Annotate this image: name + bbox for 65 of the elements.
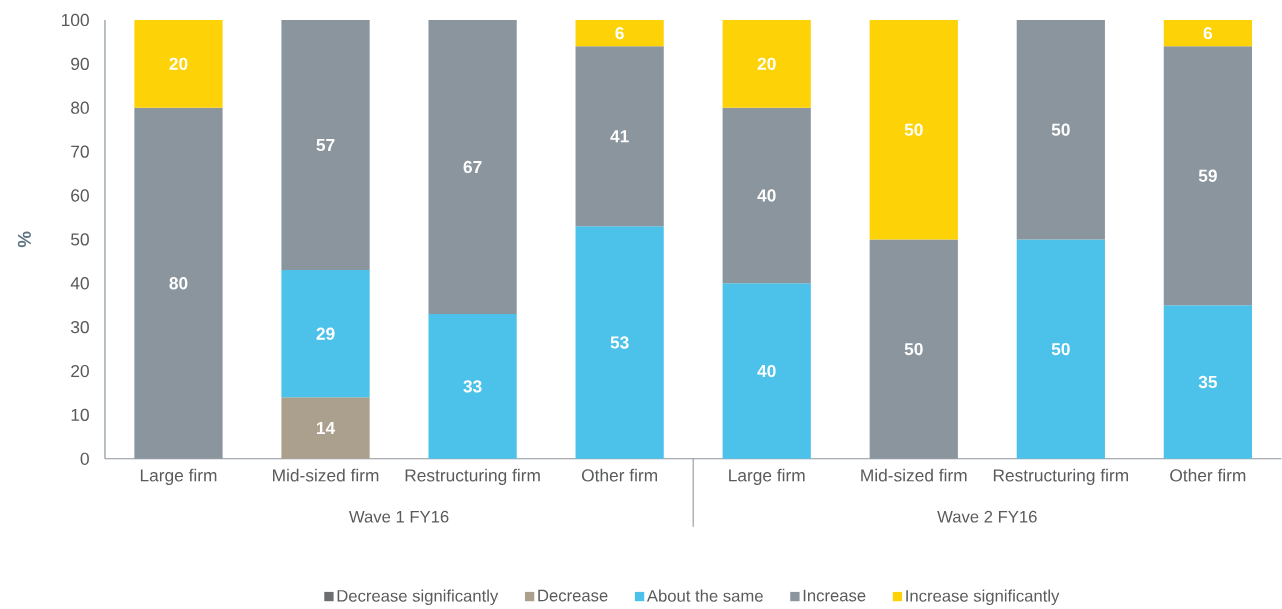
bar [575, 226, 664, 459]
y-tick-label: 30 [70, 321, 89, 334]
data-label: 80 [169, 277, 188, 290]
data-label: 40 [757, 189, 776, 202]
y-tick-label: 70 [71, 145, 89, 158]
bar [1016, 20, 1105, 240]
data-label: 29 [316, 327, 335, 340]
y-tick-label: 60 [71, 189, 89, 202]
bar [575, 20, 664, 47]
text: Wave 1 FY16 [349, 510, 449, 523]
bar [722, 20, 811, 108]
data-label: 41 [610, 130, 629, 143]
data-label: 33 [463, 380, 482, 393]
bar [1163, 305, 1252, 459]
y-tick-label: 0 [80, 452, 89, 465]
bar [1163, 46, 1252, 306]
bar [722, 283, 811, 459]
data-label: 67 [463, 160, 482, 174]
data-label: 59 [1198, 169, 1217, 182]
data-label: 20 [757, 57, 776, 71]
bar [134, 20, 223, 108]
bar [281, 20, 370, 271]
bar [1163, 20, 1252, 47]
y-tick-label: 80 [71, 101, 89, 114]
bar [281, 270, 370, 398]
data-label: 40 [757, 364, 776, 378]
bar [1016, 239, 1105, 459]
bar [281, 397, 370, 459]
y-tick-label: 20 [71, 364, 89, 378]
data-label: 20 [169, 57, 188, 71]
data-label: 53 [610, 336, 629, 349]
legend-label: About the same [646, 589, 763, 602]
data-label: 57 [316, 139, 335, 152]
data-label: 6 [615, 27, 624, 40]
x-tick-label: Restructuring firm [993, 468, 1128, 485]
data-label: 50 [1051, 342, 1070, 356]
y-tick-label: 10 [71, 408, 89, 422]
text: Wave 2 FY16 [937, 510, 1037, 523]
data-label: 50 [904, 342, 923, 356]
legend-label: Decrease [538, 589, 608, 602]
data-label: 6 [1203, 27, 1213, 40]
bar [428, 20, 517, 314]
data-label: 50 [904, 123, 923, 136]
data-label: 14 [316, 422, 336, 435]
legend-label: Increase [803, 589, 866, 602]
bar [575, 46, 664, 227]
bar [869, 20, 958, 240]
y-tick-label: 100 [62, 13, 89, 27]
x-tick-label: Mid-sized firm [273, 468, 379, 482]
bar [722, 107, 811, 284]
x-tick-label: Large firm [729, 468, 805, 485]
bar [428, 314, 517, 459]
x-tick-label: Large firm [140, 468, 217, 485]
x-tick-label: Other firm [581, 468, 657, 482]
y-tick-label: 90 [71, 57, 89, 71]
y-tick-label: 50 [71, 233, 89, 246]
x-tick-label: Mid-sized firm [861, 468, 967, 482]
data-label: 50 [1051, 123, 1070, 136]
data-label: 35 [1198, 375, 1218, 389]
x-tick-label: Other firm [1170, 468, 1246, 482]
legend-label: Decrease significantly [337, 589, 499, 606]
x-tick-label: Restructuring firm [405, 468, 540, 485]
y-axis-title: % [17, 231, 31, 248]
legend-label: Increase significantly [906, 589, 1060, 606]
y-tick-label: 40 [70, 277, 89, 290]
